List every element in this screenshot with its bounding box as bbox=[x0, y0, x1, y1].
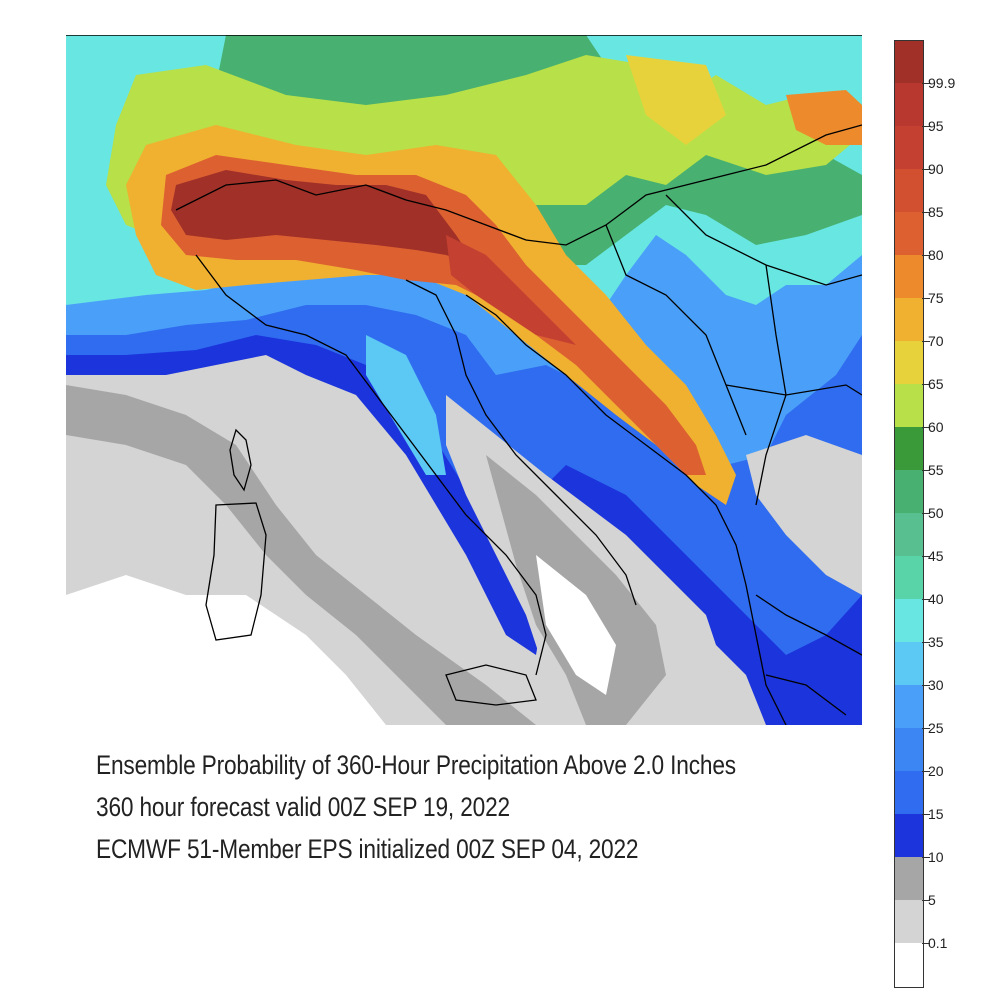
balkan-coast bbox=[465, 294, 787, 725]
colorbar-segment bbox=[894, 384, 924, 427]
colorbar-segment bbox=[894, 599, 924, 642]
colorbar-tick bbox=[922, 943, 930, 944]
caption-valid-time: 360 hour forecast valid 00Z SEP 19, 2022 bbox=[96, 792, 510, 822]
colorbar-label: 50 bbox=[928, 505, 944, 521]
colorbar-label: 70 bbox=[928, 333, 944, 349]
sardinia-outline bbox=[205, 502, 267, 641]
field-0pct-sea bbox=[66, 575, 386, 725]
colorbar-segment bbox=[894, 470, 924, 513]
colorbar-tick bbox=[922, 83, 930, 84]
colorbar-label: 35 bbox=[928, 634, 944, 650]
sicily-outline bbox=[445, 664, 537, 706]
colorbar-tick bbox=[922, 685, 930, 686]
colorbar-label: 25 bbox=[928, 720, 944, 736]
colorbar-segment bbox=[894, 556, 924, 599]
colorbar-segment bbox=[894, 83, 924, 126]
field-80pct-east bbox=[786, 90, 862, 145]
field-70pct-east bbox=[626, 55, 726, 145]
colorbar-label: 15 bbox=[928, 806, 944, 822]
colorbar-segment bbox=[894, 513, 924, 556]
map-borders bbox=[175, 124, 862, 725]
italy-east-coast bbox=[405, 279, 637, 606]
italy-west-coast bbox=[195, 254, 547, 676]
colorbar-tick bbox=[922, 814, 930, 815]
colorbar-segment bbox=[894, 685, 924, 728]
balkan-internal-borders bbox=[605, 194, 862, 506]
colorbar-segment bbox=[894, 169, 924, 212]
map-caption: Ensemble Probability of 360-Hour Precipi… bbox=[96, 744, 886, 870]
colorbar-label: 55 bbox=[928, 462, 944, 478]
colorbar-tick bbox=[922, 599, 930, 600]
colorbar-segment bbox=[894, 126, 924, 169]
colorbar-label: 90 bbox=[928, 161, 944, 177]
colorbar-segment bbox=[894, 341, 924, 384]
colorbar-legend: 99.9 95 90 85 80 75 70 65 60 55 50 45 40… bbox=[894, 40, 955, 988]
colorbar-label: 20 bbox=[928, 763, 944, 779]
colorbar-tick bbox=[922, 857, 930, 858]
colorbar-tick bbox=[922, 900, 930, 901]
field-90pct bbox=[446, 235, 576, 345]
colorbar-segment bbox=[894, 857, 924, 900]
colorbar-label: 10 bbox=[928, 849, 944, 865]
colorbar-tick bbox=[922, 255, 930, 256]
caption-title: Ensemble Probability of 360-Hour Precipi… bbox=[96, 750, 736, 780]
colorbar-segment bbox=[894, 298, 924, 341]
colorbar-segment bbox=[894, 943, 924, 986]
colorbar-tick bbox=[922, 384, 930, 385]
colorbar-label: 45 bbox=[928, 548, 944, 564]
colorbar-tick bbox=[922, 642, 930, 643]
colorbar-tick bbox=[922, 513, 930, 514]
colorbar-tick bbox=[922, 728, 930, 729]
colorbar-segment bbox=[894, 771, 924, 814]
field-95pct bbox=[171, 170, 476, 265]
colorbar-label: 0.1 bbox=[928, 935, 948, 951]
colorbar-tick bbox=[922, 771, 930, 772]
colorbar-tick bbox=[922, 427, 930, 428]
colorbar-segment bbox=[894, 814, 924, 857]
colorbar-tick bbox=[922, 212, 930, 213]
colorbar-tick bbox=[922, 470, 930, 471]
colorbar-segment bbox=[894, 212, 924, 255]
colorbar-segment bbox=[894, 427, 924, 470]
colorbar-label: 75 bbox=[928, 290, 944, 306]
colorbar-tick bbox=[922, 169, 930, 170]
colorbar-segment bbox=[894, 728, 924, 771]
greece-outline bbox=[755, 594, 862, 716]
colorbar-label: 5 bbox=[928, 892, 936, 908]
colorbar-label: 30 bbox=[928, 677, 944, 693]
colorbar-segment bbox=[894, 255, 924, 298]
colorbar-segment bbox=[894, 900, 924, 943]
alps-border bbox=[175, 124, 862, 246]
map-svg bbox=[66, 35, 862, 725]
colorbar-label: 40 bbox=[928, 591, 944, 607]
colorbar-tick bbox=[922, 298, 930, 299]
probability-map bbox=[66, 35, 862, 725]
corsica-outline bbox=[229, 428, 252, 492]
colorbar-tick bbox=[922, 556, 930, 557]
colorbar-label: 85 bbox=[928, 204, 944, 220]
colorbar-segment bbox=[894, 642, 924, 685]
colorbar-tick bbox=[922, 126, 930, 127]
colorbar-tick bbox=[922, 341, 930, 342]
field-aegean-gray bbox=[746, 435, 862, 595]
colorbar-label: 95 bbox=[928, 118, 944, 134]
probability-fields bbox=[66, 35, 862, 725]
field-35pct-patch bbox=[366, 335, 446, 475]
colorbar-label: 80 bbox=[928, 247, 944, 263]
caption-init-time: ECMWF 51-Member EPS initialized 00Z SEP … bbox=[96, 834, 639, 864]
colorbar-label: 60 bbox=[928, 419, 944, 435]
colorbar-label: 65 bbox=[928, 376, 944, 392]
field-adriatic-white bbox=[536, 555, 616, 695]
colorbar-label: 99.9 bbox=[928, 75, 956, 91]
colorbar-segment bbox=[894, 40, 924, 83]
